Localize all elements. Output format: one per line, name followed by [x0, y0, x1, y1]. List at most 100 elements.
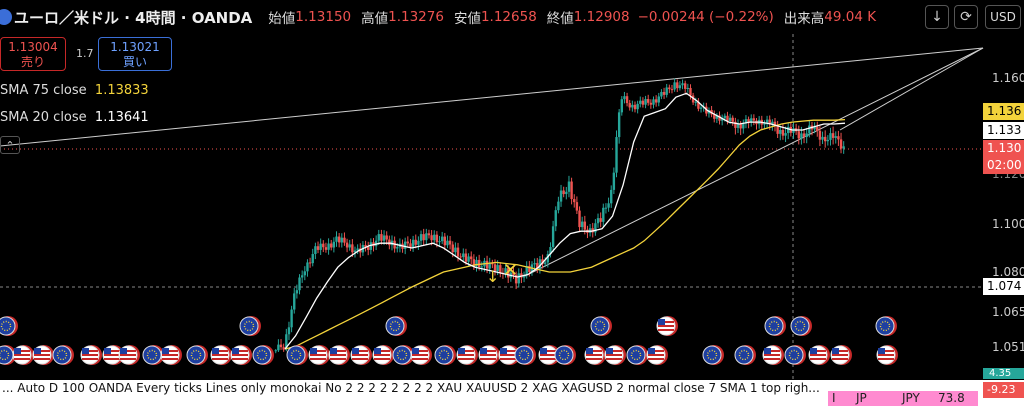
- candle-body: [337, 236, 341, 243]
- candle-body: [781, 129, 785, 136]
- us-flag-icon: [210, 345, 232, 365]
- flag-stripe: [82, 358, 98, 360]
- flag-canton: [82, 348, 89, 354]
- candle-body: [821, 136, 824, 140]
- candle-body: [316, 246, 320, 250]
- event-face: [385, 316, 405, 336]
- flag-stripe: [120, 350, 136, 352]
- eu-flag-icon: [790, 316, 812, 336]
- flag-stars: [0, 349, 10, 361]
- flag-stripe: [310, 354, 326, 356]
- arrow-down-icon: ↓: [931, 9, 943, 25]
- us-flag-icon: [12, 345, 34, 365]
- us-flag-icon: [584, 345, 606, 365]
- candle-body: [625, 96, 629, 104]
- change-value: −0.00244 (−0.22%): [637, 9, 774, 25]
- candle-body: [417, 240, 420, 245]
- sell-button[interactable]: 1.13004 売り: [0, 37, 66, 71]
- flag-stripe: [658, 329, 674, 331]
- flag-canton: [212, 348, 219, 354]
- buy-button[interactable]: 1.13021 買い: [98, 37, 172, 71]
- candle-body: [438, 241, 441, 243]
- sma75-line: [284, 118, 846, 350]
- flag-stripe: [764, 358, 780, 360]
- candle-body: [536, 263, 539, 269]
- flag-canton: [330, 348, 337, 354]
- currency-button[interactable]: USD: [985, 5, 1021, 29]
- event-face: [734, 345, 754, 365]
- refresh-button[interactable]: ⟳: [954, 5, 978, 29]
- candle-body: [348, 244, 351, 248]
- eu-flag-icon: [434, 345, 456, 365]
- candle-body: [406, 241, 410, 244]
- us-flag-icon: [80, 345, 102, 365]
- volume-value: 49.04 K: [824, 9, 877, 25]
- flag-stripe: [458, 350, 474, 352]
- watchlist-col2: JPY: [902, 391, 920, 405]
- sma75-legend[interactable]: SMA 75 close 1.13833: [0, 83, 149, 98]
- buy-arrow-marker: ↓: [486, 267, 499, 286]
- candle-body: [382, 235, 386, 241]
- flag-stripe: [374, 350, 390, 352]
- us-flag-icon: [102, 345, 124, 365]
- refresh-icon: ⟳: [960, 9, 972, 25]
- candle-body: [522, 274, 526, 278]
- candle-body: [377, 234, 380, 241]
- flag-stars: [706, 349, 718, 361]
- candle-body: [652, 99, 655, 105]
- candle-body: [314, 246, 317, 255]
- candle-body: [580, 221, 584, 228]
- candle-body: [604, 207, 608, 209]
- flag-stars: [558, 349, 570, 361]
- watchlist-row[interactable]: I JP JPY 73.8: [828, 391, 978, 406]
- chart-header: ユーロ／米ドル · 4時間 · OANDA 始値 1.13150 高値 1.13…: [0, 0, 876, 34]
- flag-stripe: [14, 350, 30, 352]
- candle-body: [615, 137, 618, 173]
- candle-body: [319, 243, 322, 250]
- axis-label-1051: 1.051: [992, 340, 1024, 354]
- candle-body: [681, 83, 684, 86]
- download-button[interactable]: ↓: [925, 5, 949, 29]
- candle-body: [525, 265, 528, 275]
- candle-body: [451, 244, 454, 253]
- us-flag-icon: [604, 345, 626, 365]
- candle-body: [665, 87, 668, 95]
- candle-body: [470, 256, 473, 260]
- flag-stripe: [104, 358, 120, 360]
- flag-stripe: [832, 354, 848, 356]
- candle-body: [594, 223, 597, 233]
- flag-stripe: [14, 354, 30, 356]
- candle-body: [787, 126, 790, 134]
- candle-body: [385, 235, 388, 240]
- candle-body: [620, 99, 623, 113]
- flag-stripe: [500, 358, 516, 360]
- chevron-up-icon: ⌃: [5, 138, 15, 152]
- sma20-value: 1.13641: [94, 110, 149, 125]
- flag-canton: [648, 348, 655, 354]
- candle-body: [464, 253, 468, 262]
- sma20-legend[interactable]: SMA 20 close 1.13641: [0, 110, 149, 125]
- flag-stripe: [606, 358, 622, 360]
- flag-stars: [146, 349, 158, 361]
- candle-body: [839, 139, 843, 149]
- candle-body: [644, 99, 647, 105]
- candle-body: [602, 207, 605, 222]
- eu-flag-icon: [239, 316, 261, 336]
- eu-flag-icon: [286, 345, 308, 365]
- candle-body: [617, 112, 621, 138]
- candle-body: [573, 199, 576, 203]
- flag-stripe: [232, 354, 248, 356]
- symbol-title[interactable]: ユーロ／米ドル · 4時間 · OANDA: [14, 8, 253, 27]
- candle-body: [641, 100, 645, 105]
- flag-canton: [480, 348, 487, 354]
- flag-stripe: [412, 358, 428, 360]
- collapse-legend-button[interactable]: ⌃: [0, 136, 20, 154]
- us-flag-icon: [32, 345, 54, 365]
- low-value: 1.12658: [480, 9, 537, 25]
- candle-body: [668, 87, 671, 90]
- flag-stars: [396, 349, 408, 361]
- candle-body: [543, 262, 547, 264]
- candle-body: [808, 125, 811, 134]
- flag-stripe: [120, 354, 136, 356]
